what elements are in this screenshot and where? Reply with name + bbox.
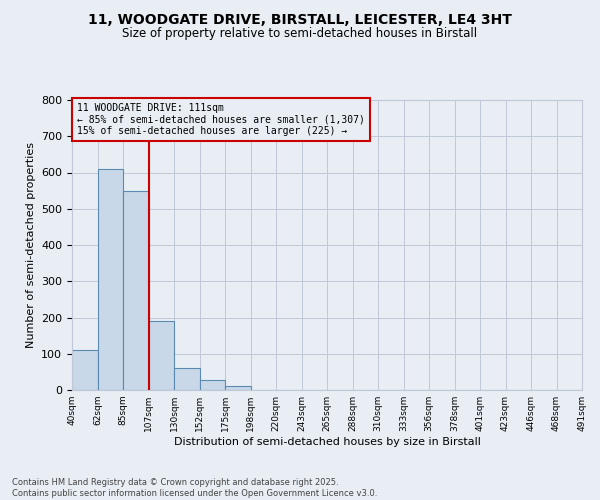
Bar <box>199 380 225 390</box>
Text: 11 WOODGATE DRIVE: 111sqm
← 85% of semi-detached houses are smaller (1,307)
15% : 11 WOODGATE DRIVE: 111sqm ← 85% of semi-… <box>77 103 365 136</box>
Text: Contains HM Land Registry data © Crown copyright and database right 2025.
Contai: Contains HM Land Registry data © Crown c… <box>12 478 377 498</box>
Text: Size of property relative to semi-detached houses in Birstall: Size of property relative to semi-detach… <box>122 28 478 40</box>
Bar <box>72 350 97 390</box>
X-axis label: Distribution of semi-detached houses by size in Birstall: Distribution of semi-detached houses by … <box>173 437 481 447</box>
Bar <box>149 321 174 390</box>
Bar <box>123 191 149 390</box>
Bar <box>225 386 251 390</box>
Bar <box>174 368 199 390</box>
Y-axis label: Number of semi-detached properties: Number of semi-detached properties <box>26 142 35 348</box>
Text: 11, WOODGATE DRIVE, BIRSTALL, LEICESTER, LE4 3HT: 11, WOODGATE DRIVE, BIRSTALL, LEICESTER,… <box>88 12 512 26</box>
Bar <box>97 168 123 390</box>
